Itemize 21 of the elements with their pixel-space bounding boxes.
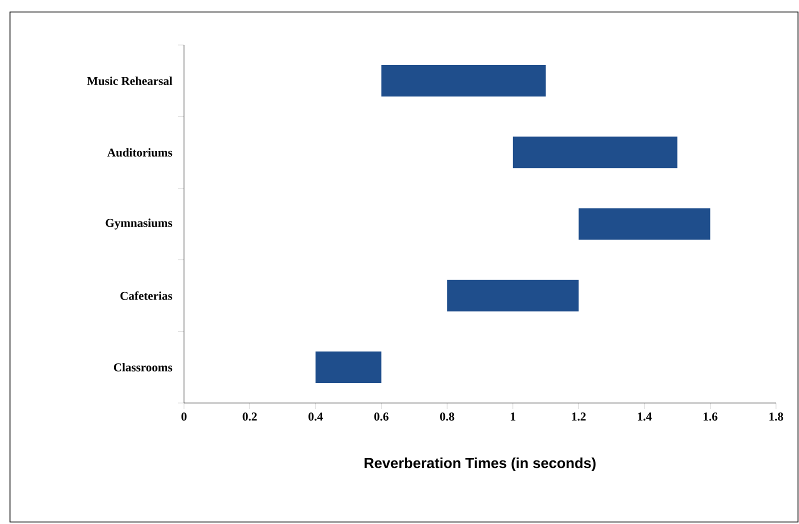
x-tick-label: 0.4 <box>308 412 323 421</box>
x-tick-label: 1.6 <box>704 412 718 421</box>
x-tick-label: 1.2 <box>572 412 586 421</box>
x-tick-label: 1.8 <box>769 412 784 421</box>
x-tick-label: 0 <box>181 412 187 421</box>
x-tick-label: 0.6 <box>374 412 388 421</box>
bar <box>512 136 678 168</box>
x-tick-label: 1.4 <box>638 412 652 421</box>
bar <box>316 351 382 383</box>
bar <box>578 208 710 240</box>
x-tick-label: 1 <box>510 412 516 420</box>
y-tick-label: Music Rehearsal <box>87 76 172 86</box>
y-tick-label: Classrooms <box>114 362 172 372</box>
y-tick-label: Cafeterias <box>120 291 172 300</box>
x-axis-title: Reverberation Times (in seconds) <box>364 458 596 472</box>
bar <box>381 65 546 97</box>
y-tick-label: Auditoriums <box>107 148 172 157</box>
x-tick-label: 0.2 <box>242 412 257 421</box>
bar <box>447 280 579 312</box>
x-tick-label: 0.8 <box>440 412 454 421</box>
y-tick-label: Gymnasiums <box>106 218 172 230</box>
